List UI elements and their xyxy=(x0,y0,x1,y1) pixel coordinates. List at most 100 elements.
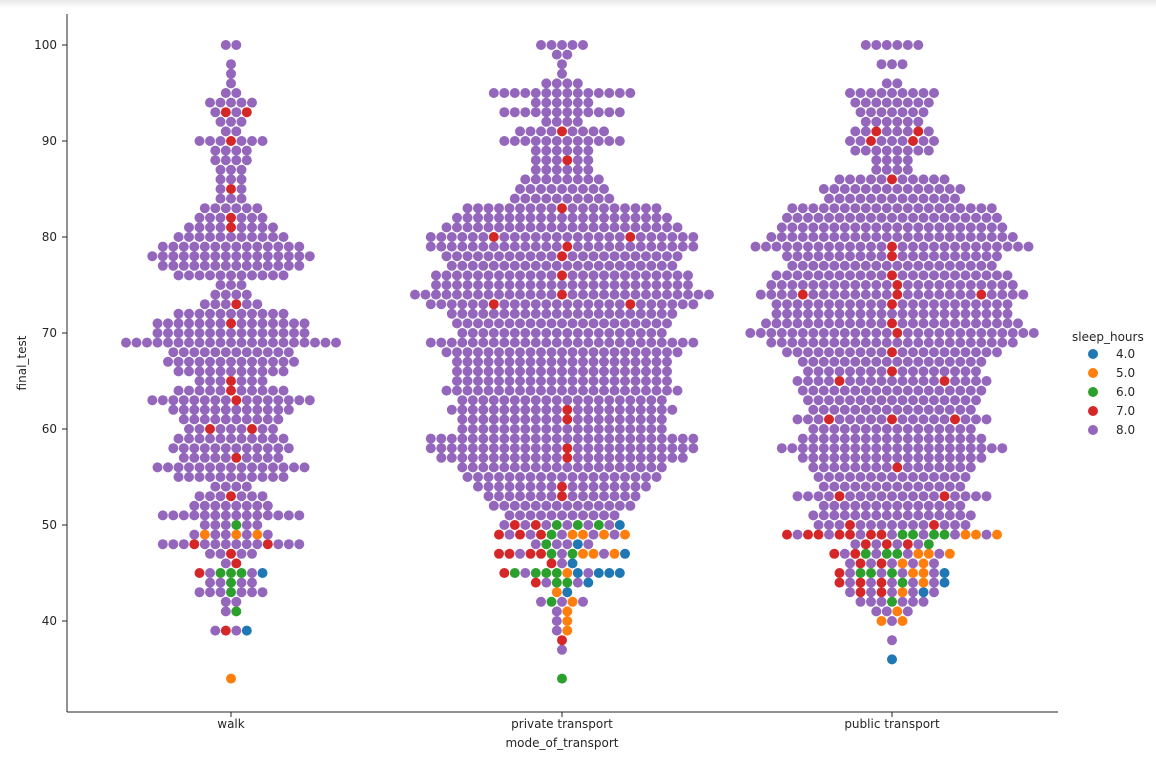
data-point xyxy=(688,433,699,444)
data-point xyxy=(923,424,934,434)
data-point xyxy=(939,241,950,252)
data-point xyxy=(530,520,541,530)
data-point xyxy=(231,299,242,310)
data-point xyxy=(494,385,504,396)
data-point xyxy=(892,462,903,473)
data-point xyxy=(557,376,567,386)
data-point xyxy=(855,596,866,607)
data-point xyxy=(499,241,510,252)
data-point xyxy=(173,232,184,242)
data-point xyxy=(667,452,678,463)
data-point xyxy=(855,251,866,262)
data-point xyxy=(536,270,546,281)
data-point xyxy=(929,558,939,569)
data-point xyxy=(808,289,819,300)
data-point xyxy=(656,232,667,242)
data-point xyxy=(536,596,546,607)
data-point xyxy=(829,385,840,396)
data-point xyxy=(604,337,615,348)
data-point xyxy=(923,184,934,194)
data-point xyxy=(850,328,861,338)
data-point xyxy=(572,414,583,425)
data-point xyxy=(881,126,892,137)
data-point xyxy=(494,318,504,329)
data-point xyxy=(876,174,887,185)
data-point xyxy=(546,126,557,137)
data-point xyxy=(829,443,840,454)
data-point xyxy=(205,587,215,598)
data-point xyxy=(215,356,226,367)
data-point xyxy=(887,395,897,406)
data-point xyxy=(845,587,855,598)
data-point xyxy=(787,280,798,290)
data-point xyxy=(918,241,929,252)
data-point xyxy=(199,203,210,214)
data-point xyxy=(268,337,278,348)
data-point xyxy=(839,433,850,444)
data-point xyxy=(236,116,247,127)
data-point xyxy=(866,241,876,252)
data-point xyxy=(257,385,268,396)
data-point xyxy=(562,414,573,425)
data-point xyxy=(247,376,257,386)
data-point xyxy=(473,270,483,281)
data-point xyxy=(247,212,257,223)
data-point xyxy=(199,347,210,358)
data-point xyxy=(457,443,468,454)
data-point xyxy=(483,376,494,386)
data-point xyxy=(236,337,247,348)
data-point xyxy=(226,59,236,70)
data-point xyxy=(850,443,861,454)
data-point xyxy=(562,164,573,175)
data-point xyxy=(960,212,971,223)
data-point xyxy=(536,40,546,50)
data-point xyxy=(635,424,646,434)
data-point xyxy=(504,203,515,214)
data-point xyxy=(588,289,599,300)
data-point xyxy=(866,376,876,386)
data-point xyxy=(918,395,929,406)
data-point xyxy=(572,500,583,511)
data-point xyxy=(913,337,924,348)
data-point xyxy=(562,49,573,60)
data-point xyxy=(205,136,215,146)
data-point xyxy=(876,414,887,425)
data-point xyxy=(829,328,840,338)
data-point xyxy=(808,385,819,396)
data-point xyxy=(452,356,462,367)
data-point xyxy=(205,548,215,559)
data-point xyxy=(551,116,562,127)
data-point xyxy=(241,481,252,492)
data-point xyxy=(220,260,231,271)
data-point xyxy=(813,347,824,358)
data-point xyxy=(845,376,855,386)
data-point xyxy=(866,347,876,358)
data-point xyxy=(776,289,787,300)
data-point xyxy=(236,462,247,473)
data-point xyxy=(467,452,478,463)
data-point xyxy=(646,260,657,271)
data-point xyxy=(860,328,871,338)
data-point xyxy=(488,500,499,511)
data-point xyxy=(824,347,834,358)
data-point xyxy=(641,280,651,290)
data-point xyxy=(488,337,499,348)
data-point xyxy=(231,88,242,98)
data-point xyxy=(808,260,819,271)
data-point xyxy=(226,68,236,79)
data-point xyxy=(845,395,855,406)
data-point xyxy=(551,232,562,242)
data-point xyxy=(499,232,510,242)
data-point xyxy=(215,136,226,146)
data-point xyxy=(620,222,630,233)
data-point xyxy=(646,414,657,425)
data-point xyxy=(913,145,924,156)
data-point xyxy=(950,308,960,319)
data-point xyxy=(929,193,939,204)
data-point xyxy=(829,260,840,271)
data-point xyxy=(965,356,976,367)
data-point xyxy=(860,40,871,50)
data-point xyxy=(583,88,594,98)
data-point xyxy=(530,452,541,463)
data-point xyxy=(194,462,205,473)
